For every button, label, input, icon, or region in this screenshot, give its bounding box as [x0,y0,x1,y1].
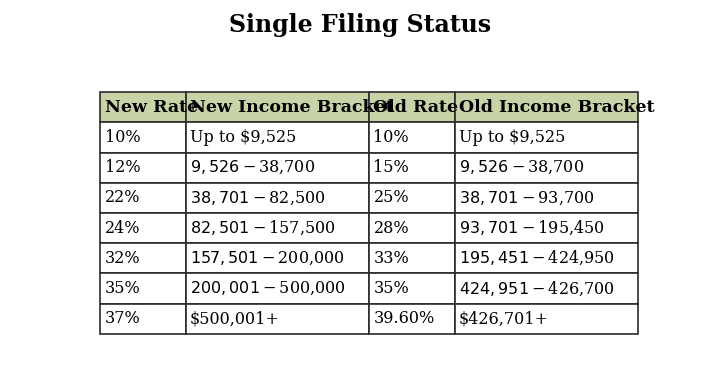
Text: $9,526-$38,700: $9,526-$38,700 [190,159,315,176]
Bar [369,243,454,273]
Bar [100,152,186,183]
Bar [454,152,638,183]
Bar [369,152,454,183]
Text: 32%: 32% [104,250,140,267]
Text: 12%: 12% [104,159,140,176]
Bar [454,183,638,213]
Text: 25%: 25% [374,189,409,206]
Text: Old Income Bracket: Old Income Bracket [459,99,654,116]
Text: New Rate: New Rate [104,99,198,116]
Text: 24%: 24% [104,219,140,236]
Text: $426,701+: $426,701+ [459,310,549,327]
Text: 33%: 33% [374,250,409,267]
Bar [186,273,369,303]
Bar [100,243,186,273]
Text: Up to $9,525: Up to $9,525 [190,129,297,146]
Text: $93,701-$195,450: $93,701-$195,450 [459,219,605,237]
Text: $9,526-$38,700: $9,526-$38,700 [459,159,584,176]
Text: 10%: 10% [104,129,140,146]
Text: Old Rate: Old Rate [374,99,459,116]
Bar [454,243,638,273]
Text: 39.60%: 39.60% [374,310,435,327]
Bar [186,183,369,213]
Text: Single Filing Status: Single Filing Status [229,13,491,37]
Bar [100,303,186,334]
Text: Up to $9,525: Up to $9,525 [459,129,565,146]
Bar [369,213,454,243]
Bar [100,122,186,152]
Bar [369,183,454,213]
Bar [186,122,369,152]
Bar [186,92,369,122]
Text: 37%: 37% [104,310,140,327]
Bar [369,303,454,334]
Bar [186,213,369,243]
Text: 28%: 28% [374,219,409,236]
Bar [100,213,186,243]
Bar [100,92,186,122]
Text: 35%: 35% [374,280,409,297]
Text: $82,501-$157,500: $82,501-$157,500 [190,219,336,237]
Text: 15%: 15% [374,159,409,176]
Text: 22%: 22% [104,189,140,206]
Bar [369,122,454,152]
Text: $424,951-$426,700: $424,951-$426,700 [459,279,615,298]
Text: $200,001-$500,000: $200,001-$500,000 [190,280,346,297]
Text: New Income Bracket: New Income Bracket [190,99,394,116]
Bar [454,122,638,152]
Bar [454,273,638,303]
Bar [186,152,369,183]
Text: $195,451-$424,950: $195,451-$424,950 [459,249,615,268]
Text: $500,001+: $500,001+ [190,310,280,327]
Bar [369,273,454,303]
Text: 35%: 35% [104,280,140,297]
Bar [186,243,369,273]
Bar [100,273,186,303]
Text: 10%: 10% [374,129,409,146]
Bar [454,213,638,243]
Bar [454,92,638,122]
Text: $38,701-$93,700: $38,701-$93,700 [459,189,595,206]
Bar [454,303,638,334]
Bar [186,303,369,334]
Bar [369,92,454,122]
Text: $157,501-$200,000: $157,501-$200,000 [190,249,345,267]
Text: $38,701-$82,500: $38,701-$82,500 [190,189,325,206]
Bar [100,183,186,213]
